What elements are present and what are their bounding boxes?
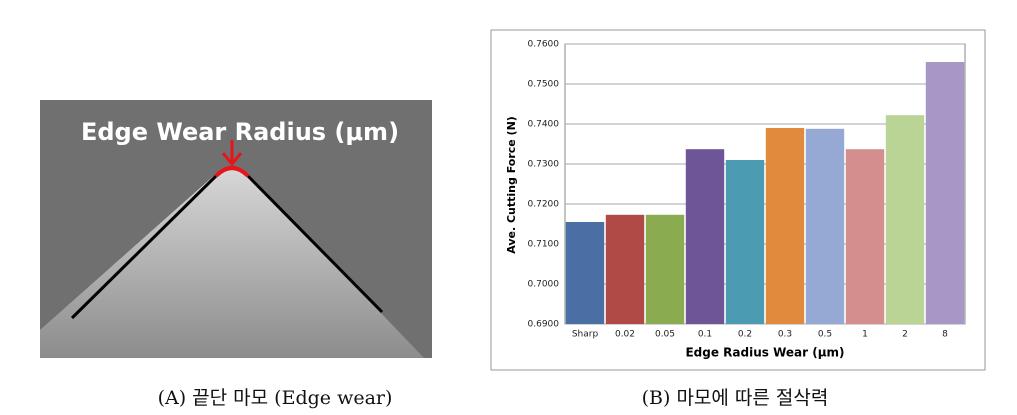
- x-tick-label: 0.05: [655, 330, 675, 340]
- y-tick-label: 0.7400: [528, 120, 560, 130]
- bar: [805, 128, 845, 324]
- bar: [725, 160, 765, 324]
- x-tick-label: 0.02: [615, 330, 635, 340]
- bar: [605, 214, 645, 324]
- x-tick-label: 2: [902, 330, 908, 340]
- bar: [845, 149, 885, 324]
- x-tick-label: 0.2: [738, 330, 752, 340]
- bar: [885, 115, 925, 324]
- y-tick-label: 0.7600: [528, 40, 560, 50]
- x-tick-label: Sharp: [572, 330, 599, 340]
- y-axis-title: Ave. Cutting Force (N): [505, 116, 518, 254]
- x-axis-title: Edge Radius Wear (μm): [685, 346, 844, 360]
- tool-tip: [40, 167, 424, 358]
- bar: [925, 62, 965, 324]
- bar: [645, 214, 685, 324]
- y-tick-label: 0.7000: [528, 280, 560, 290]
- y-tick-label: 0.7100: [528, 240, 560, 250]
- radius-arc: [214, 166, 250, 178]
- y-tick-label: 0.7500: [528, 80, 560, 90]
- edge-line: [246, 174, 384, 314]
- edge-line: [70, 174, 218, 320]
- image-label: Edge Wear Radius (μm): [81, 118, 399, 146]
- caption: (B) 마모에 따른 절삭력: [642, 387, 829, 409]
- x-tick-label: 8: [942, 330, 948, 340]
- y-tick-label: 0.7300: [528, 160, 560, 170]
- x-tick-label: 0.5: [818, 330, 832, 340]
- y-tick-label: 0.7200: [528, 200, 560, 210]
- y-tick-label: 0.6900: [528, 320, 560, 330]
- arrow: [221, 152, 243, 167]
- caption: (A) 끝단 마모 (Edge wear): [158, 387, 393, 409]
- x-tick-label: 1: [862, 330, 868, 340]
- x-tick-label: 0.3: [778, 330, 792, 340]
- x-tick-label: 0.1: [698, 330, 712, 340]
- bar: [765, 128, 805, 324]
- bar: [565, 222, 605, 324]
- bar: [685, 149, 725, 324]
